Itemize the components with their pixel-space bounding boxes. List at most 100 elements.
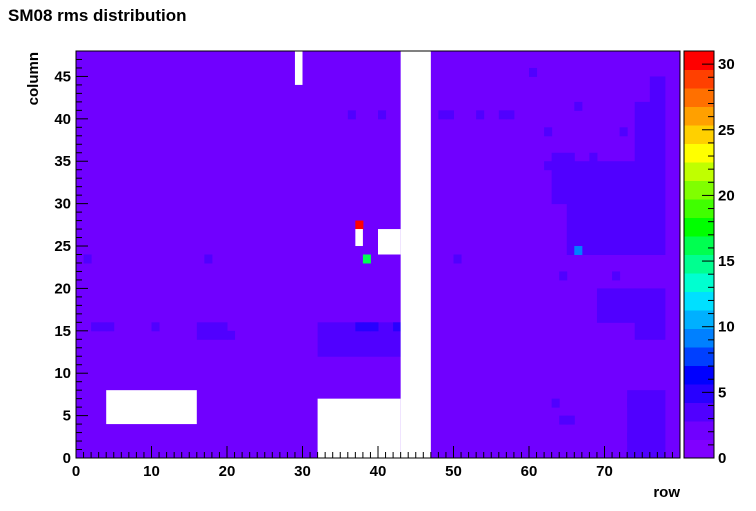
heatmap-cell — [347, 110, 356, 120]
color-scale-swatch — [684, 421, 714, 440]
z-tick-label: 30 — [718, 56, 735, 73]
y-axis: 0 5 10 15 20 25 30 35 40 45 — [54, 50, 88, 467]
color-scale: 0 5 10 15 20 25 30 — [683, 50, 735, 467]
heatmap-cell — [355, 322, 364, 332]
color-scale-swatch — [684, 328, 714, 348]
heatmap-cell — [438, 110, 447, 120]
chart-title: SM08 rms distribution — [8, 6, 187, 25]
heatmap-cell — [589, 152, 598, 162]
z-tick-label: 15 — [718, 253, 735, 270]
heatmap-cell — [445, 110, 454, 120]
heatmap-block — [551, 152, 575, 205]
x-tick-label: 50 — [445, 463, 462, 480]
y-tick-label: 5 — [63, 408, 71, 425]
heatmap-cell — [83, 254, 92, 264]
heatmap-block — [649, 76, 666, 103]
y-tick-label: 15 — [54, 323, 71, 340]
y-tick-label: 0 — [63, 450, 71, 467]
x-axis: 0 10 20 30 40 50 60 70 — [72, 446, 681, 480]
y-tick-label: 40 — [54, 111, 71, 128]
heatmap-cell — [612, 271, 621, 281]
heatmap-cell — [566, 415, 575, 425]
color-scale-swatch — [684, 291, 714, 311]
heatmap-cell — [634, 169, 643, 179]
color-scale-swatch — [684, 143, 714, 163]
z-tick-label: 0 — [718, 450, 726, 467]
y-axis-label: column — [25, 52, 42, 105]
y-tick-label: 10 — [54, 365, 71, 382]
heatmap-cell — [362, 322, 371, 332]
heatmap-cell — [634, 432, 643, 442]
color-scale-swatch — [684, 402, 714, 422]
heatmap-cell — [627, 398, 636, 408]
color-scale-swatch — [684, 347, 714, 366]
heatmap-cell — [362, 254, 371, 264]
color-scale-swatch — [684, 254, 714, 274]
heatmap-block — [196, 322, 228, 340]
z-tick-label: 20 — [718, 187, 735, 204]
heatmap-block — [642, 161, 666, 255]
heatmap-cell — [559, 415, 568, 425]
heatmap-block — [634, 101, 666, 162]
color-scale-swatch — [684, 51, 714, 70]
plot-area — [75, 50, 681, 459]
heatmap-block — [596, 288, 636, 323]
color-scale-swatch — [684, 365, 714, 385]
empty-region — [294, 51, 303, 85]
empty-region — [378, 229, 401, 255]
heatmap-cell — [498, 110, 507, 120]
x-axis-label: row — [653, 484, 680, 501]
color-scale-swatch — [684, 162, 714, 181]
heatmap-cell — [370, 322, 379, 332]
color-scale-swatch — [684, 180, 714, 200]
heatmap-cell — [98, 322, 107, 332]
y-tick-label: 20 — [54, 280, 71, 297]
heatmap-cell — [574, 246, 583, 255]
empty-region — [355, 229, 363, 247]
y-tick-label: 35 — [54, 153, 71, 170]
color-scale-swatch — [684, 273, 714, 292]
y-tick-label: 45 — [54, 68, 71, 85]
color-scale-swatch — [684, 384, 714, 403]
color-scale-swatch — [684, 310, 714, 329]
heatmap-block — [566, 161, 643, 255]
color-scale-swatch — [684, 69, 714, 89]
heatmap-cell — [393, 322, 402, 332]
x-tick-label: 30 — [294, 463, 311, 480]
empty-region — [317, 398, 401, 458]
heatmap-cell — [506, 110, 515, 120]
x-tick-label: 20 — [219, 463, 236, 480]
color-scale-swatch — [684, 106, 714, 126]
color-scale-swatch — [684, 236, 714, 255]
x-tick-label: 70 — [596, 463, 613, 480]
empty-region — [400, 51, 431, 458]
color-scale-frame — [683, 50, 715, 459]
heatmap-cell — [204, 254, 213, 264]
heatmap-cell — [627, 432, 636, 442]
heatmap-cell — [355, 220, 364, 230]
z-tick-label: 5 — [718, 384, 726, 401]
color-scale-swatch — [684, 88, 714, 107]
heatmap-cell — [574, 101, 583, 111]
y-tick-label: 25 — [54, 238, 71, 255]
heatmap-cell — [106, 322, 115, 332]
heatmap-cell — [544, 161, 553, 171]
empty-region — [106, 390, 197, 425]
z-tick-label: 25 — [718, 122, 735, 139]
x-tick-label: 0 — [72, 463, 80, 480]
heatmap-cell — [91, 322, 100, 332]
heatmap-cell — [151, 322, 160, 332]
z-tick-label: 10 — [718, 319, 735, 336]
heatmap-cell — [378, 110, 387, 120]
y-tick-label: 30 — [54, 196, 71, 213]
heatmap-cell — [559, 271, 568, 281]
heatmap-cell — [476, 110, 485, 120]
x-tick-label: 10 — [143, 463, 160, 480]
color-scale-swatch — [684, 199, 714, 218]
x-tick-label: 60 — [521, 463, 538, 480]
heatmap-block — [634, 288, 666, 340]
heatmap-cell — [551, 398, 560, 408]
heatmap-cell — [529, 67, 538, 77]
heatmap-cell — [453, 254, 462, 264]
